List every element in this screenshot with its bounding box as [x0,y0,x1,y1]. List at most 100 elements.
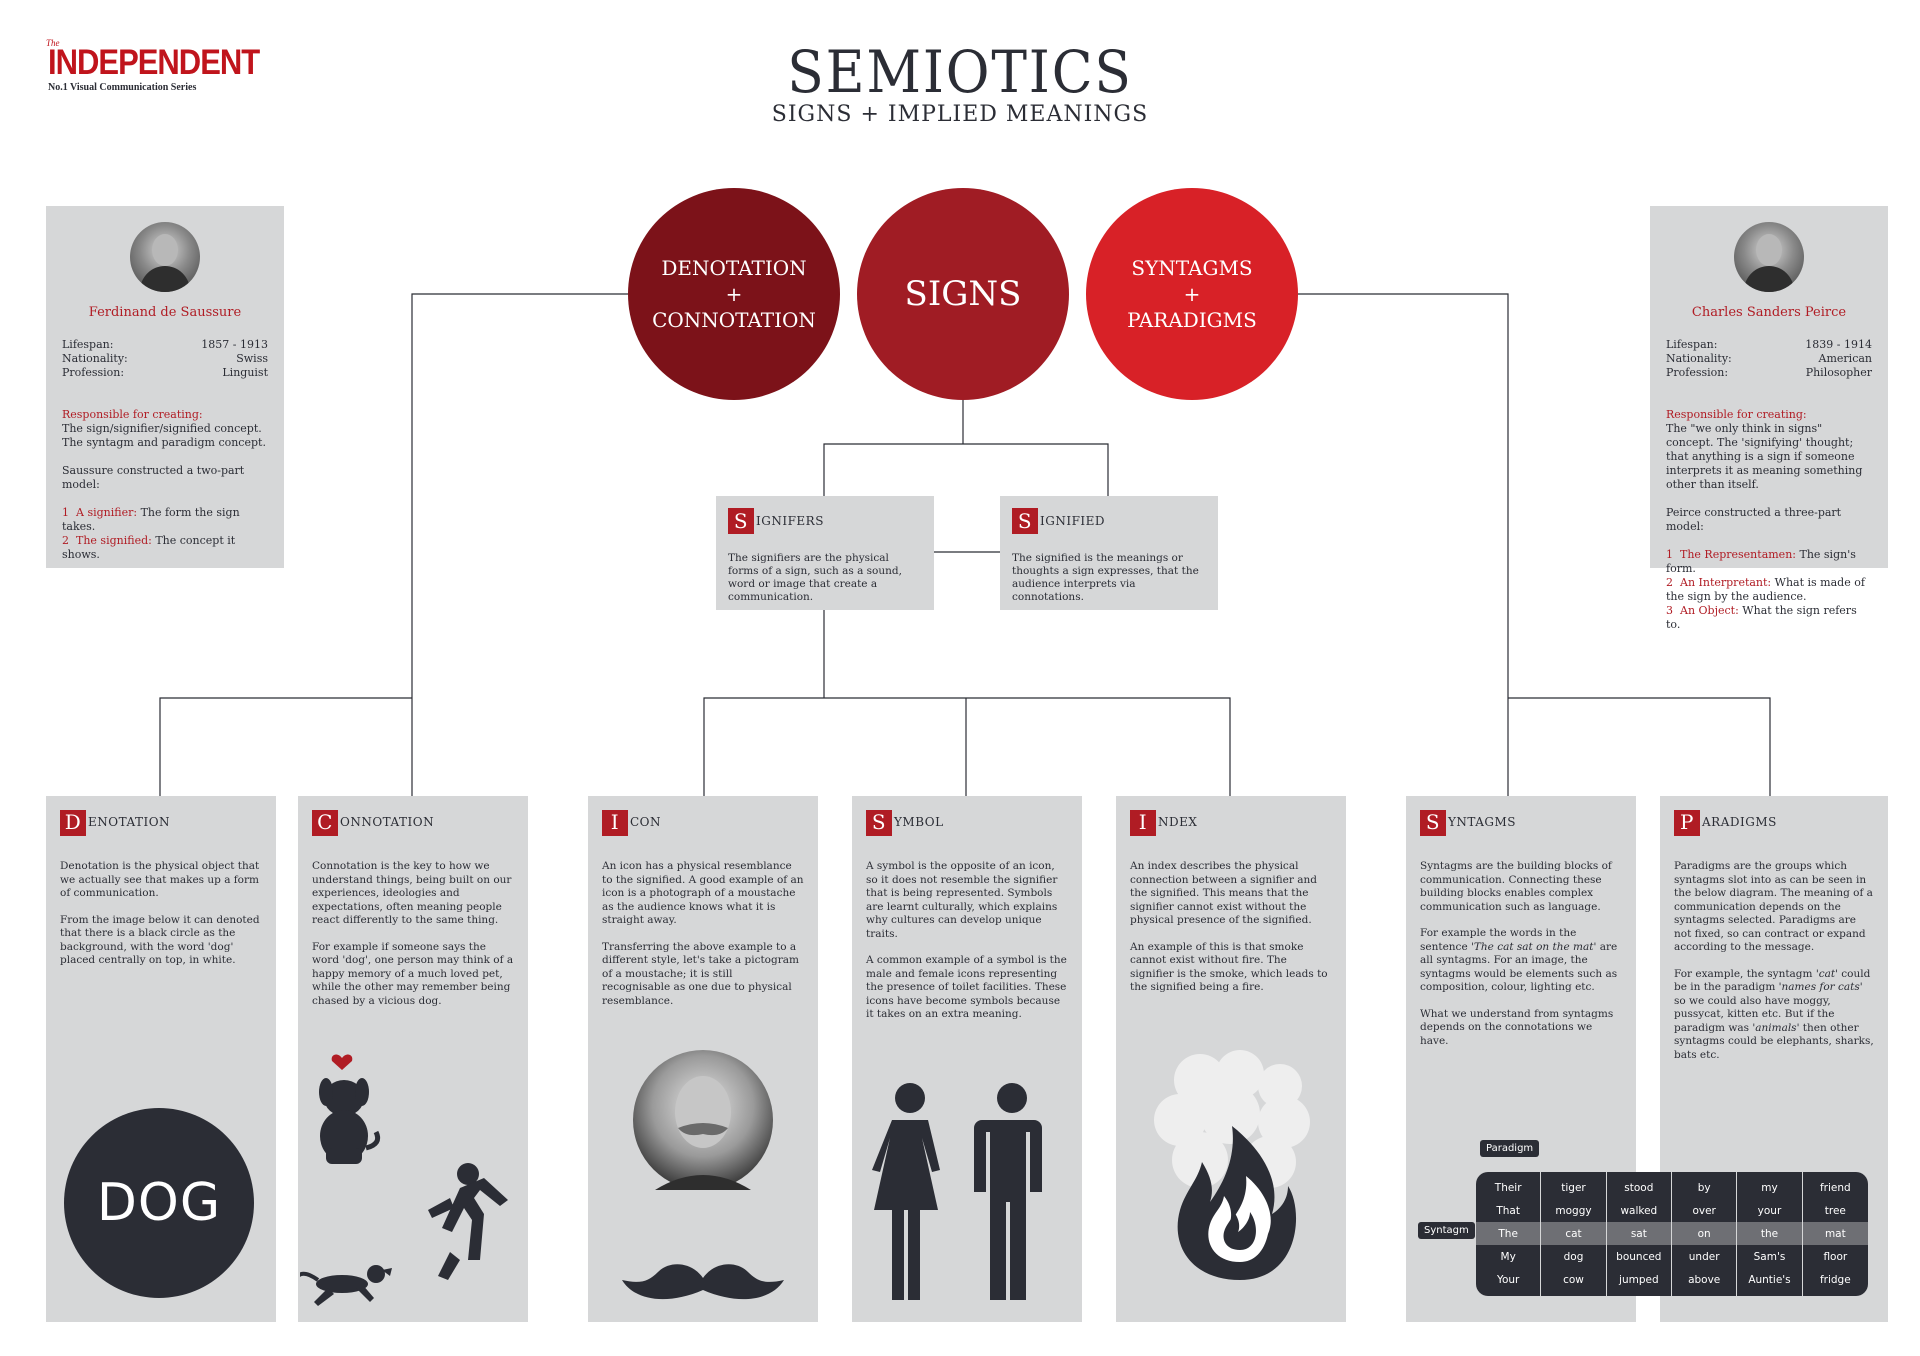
line-right-main [1298,293,1509,698]
grid-cell: your [1757,1204,1782,1217]
grid-cell: The [1476,1222,1541,1245]
syntagm-tag: Syntagm [1418,1222,1475,1239]
bio-label: Profession: [62,366,125,379]
connotation-heading: C ONNOTATION [312,810,514,836]
symbol-text: A common example of a symbol is the male… [866,954,1067,1020]
grid-cell: mat [1802,1222,1868,1245]
symbol-illustration [872,1083,1042,1300]
index-text: An index describes the physical connecti… [1130,860,1317,926]
responsible-label: Responsible for creating: [1666,408,1807,421]
page-subtitle: SIGNS + IMPLIED MEANINGS [771,102,1149,127]
model-text: Saussure constructed a two-part model: [62,464,245,491]
bio-label: Profession: [1666,366,1729,379]
male-toilet-icon [974,1083,1042,1300]
female-toilet-icon [872,1083,940,1300]
logo-wordmark: INDEPENDENT [48,42,260,83]
heart-icon [331,1054,353,1070]
peirce-portrait [1734,222,1804,292]
grid-cell: fridge [1819,1273,1851,1286]
circle-line: DENOTATION [661,256,807,280]
grid-cell: That [1496,1204,1520,1217]
saussure-portrait [130,222,200,292]
syntagms-text: For example the words in the sentence 'T… [1420,927,1618,993]
paradigm-column: friend tree mat floor fridge [1802,1172,1868,1296]
grid-cell: stood [1624,1181,1654,1194]
paradigms-text: Paradigms are the groups which syntagms … [1674,860,1873,953]
symbol-heading: S YMBOL [866,810,1068,836]
portrait-photo [633,1050,773,1190]
line-icon-index [703,697,1231,796]
grid-cell: moggy [1555,1204,1592,1217]
syntagms-paradigms-circle: SYNTAGMS + PARADIGMS [1086,188,1298,400]
circle-line: CONNOTATION [652,308,816,332]
grid-cell: floor [1823,1250,1848,1263]
syntagms-heading: S YNTAGMS [1420,810,1622,836]
circle-line: PARADIGMS [1127,308,1257,332]
grid-cell: tree [1824,1204,1846,1217]
connotation-text: Connotation is the key to how we underst… [312,860,512,926]
responsible-text: The syntagm and paradigm concept. [62,436,266,449]
icon-text: An icon has a physical resemblance to th… [602,860,804,926]
fire-icon [1177,1126,1297,1280]
grid-cell: my [1761,1181,1778,1194]
icon-heading: I CON [602,810,804,836]
paradigm-column: by over on under above [1672,1172,1738,1296]
grid-cell: My [1500,1250,1516,1263]
grid-cell: Their [1494,1181,1522,1194]
signifiers-heading: S IGNIFERS [728,508,922,534]
index-heading: I NDEX [1130,810,1332,836]
dog-circle: DOG [64,1108,254,1298]
responsible-text: The sign/signifier/signified concept. [62,422,262,435]
index-text: An example of this is that smoke cannot … [1130,940,1328,994]
signifiers-text: The signifiers are the physical forms of… [728,552,902,603]
connotation-illustration [300,1054,508,1306]
index-panel: I NDEX An index describes the physical co… [1116,796,1346,1322]
grid-cell: Your [1496,1273,1520,1286]
grid-cell: walked [1620,1204,1658,1217]
signified-text: The signified is the meanings or thought… [1012,552,1199,603]
bio-value: 1857 - 1913 [201,338,268,351]
bio-value: Philosopher [1805,366,1872,379]
grid-cell: bounced [1616,1250,1662,1263]
page-title: SEMIOTICS [787,38,1133,106]
icon-text: Transferring the above example to a diff… [602,940,799,1007]
grid-cell: tiger [1561,1181,1586,1194]
saussure-name: Ferdinand de Saussure [88,305,242,320]
grid-table: Their That The My Your tiger moggy cat dog cow sto… [1476,1172,1868,1296]
paradigm-column: my your the Sam's Auntie's [1737,1172,1803,1296]
grid-cell: above [1688,1273,1721,1286]
bio-label: Nationality: [62,352,128,365]
grid-cell: Sam's [1753,1250,1786,1263]
model-text: Peirce constructed a three-part model: [1666,506,1842,533]
bio-value: 1839 - 1914 [1805,338,1872,351]
grid-cell: over [1692,1204,1716,1217]
logo-the: The [46,38,60,48]
paradigm-tag: Paradigm [1480,1140,1540,1157]
peirce-name: Charles Sanders Peirce [1691,305,1847,320]
paradigms-text: For example, the syntagm 'cat' could be … [1674,967,1874,1061]
denotation-connotation-circle: DENOTATION + CONNOTATION [628,188,840,400]
line-signifier-signified [823,443,1109,496]
paradigm-column: stood walked sat bounced jumped [1606,1172,1672,1296]
syntagms-text: Syntagms are the building blocks of comm… [1420,860,1612,913]
dog-heart-icon [319,1078,381,1164]
icon-illustration [622,1050,784,1300]
circle-line: SYNTAGMS [1131,256,1253,280]
grid-cell: friend [1819,1181,1851,1194]
model-item: 3 An Object: What the sign refers to. [1666,604,1857,631]
signified-box: S IGNIFIED The signified is the meanings … [1000,496,1218,610]
paradigm-column: tiger moggy cat dog cow [1541,1172,1607,1296]
paradigm-column: Their That The My Your [1476,1172,1542,1296]
bio-value: American [1818,352,1872,365]
moustache-icon [622,1264,784,1300]
paradigms-heading: P ARADIGMS [1674,810,1874,836]
signified-heading: S IGNIFIED [1012,508,1206,534]
responsible-label: Responsible for creating: [62,408,203,421]
grid-cell: under [1688,1250,1720,1263]
bio-label: Lifespan: [1666,338,1718,351]
saussure-bio-panel: Ferdinand de Saussure Lifespan: 1857 - 19… [46,206,284,568]
model-item: 2 An Interpretant: What is made of the si… [1666,576,1865,603]
running-man-icon [428,1163,508,1280]
